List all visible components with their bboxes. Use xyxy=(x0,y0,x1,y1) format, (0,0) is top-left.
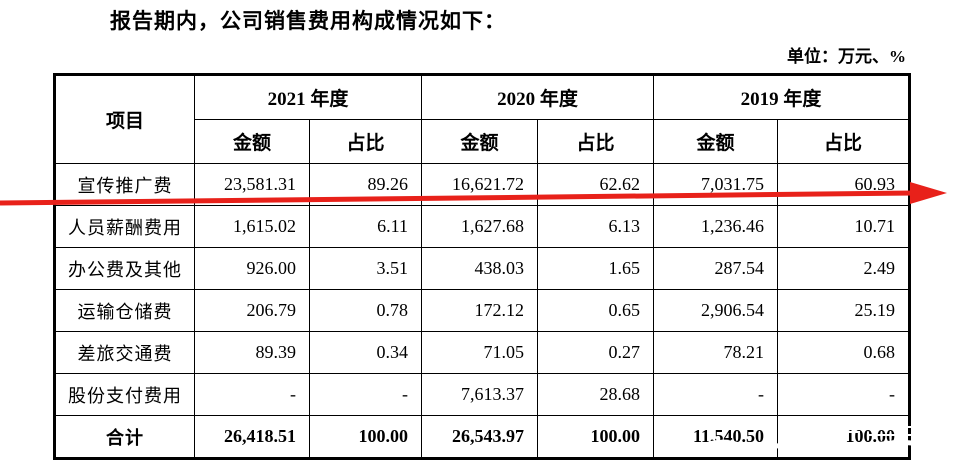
table-cell: 60.93 xyxy=(777,163,911,206)
table-cell: - xyxy=(308,373,423,416)
table-cell: 23,581.31 xyxy=(194,163,310,206)
column-header-amount: 金额 xyxy=(194,119,310,164)
table-cell: 71.05 xyxy=(421,331,539,374)
table-cell: 3.51 xyxy=(308,247,423,290)
table-cell: 287.54 xyxy=(653,247,779,290)
table-cell: 438.03 xyxy=(421,247,539,290)
table-cell: 1.65 xyxy=(537,247,655,290)
table-row: 人员薪酬费用 1,615.02 6.11 1,627.68 6.13 1,236… xyxy=(54,205,911,248)
table-cell: 7,613.37 xyxy=(421,373,539,416)
row-item-label: 差旅交通费 xyxy=(54,331,195,374)
table-cell: 172.12 xyxy=(421,289,539,332)
column-header-ratio: 占比 xyxy=(308,119,423,164)
row-item-label: 人员薪酬费用 xyxy=(54,205,195,248)
unit-label: 单位：万元、% xyxy=(787,47,906,66)
table-cell: 100.00 xyxy=(537,415,655,459)
row-item-label: 股份支付费用 xyxy=(54,373,195,416)
column-header-year-2021: 2021 年度 xyxy=(193,74,423,120)
intro-text: 报告期内，公司销售费用构成情况如下： xyxy=(110,9,506,33)
column-header-amount: 金额 xyxy=(421,119,539,164)
table-cell: 0.34 xyxy=(308,331,423,374)
table-cell: 1,236.46 xyxy=(653,205,779,248)
table-cell: 25.19 xyxy=(777,289,911,332)
column-header-year-2019: 2019 年度 xyxy=(653,74,911,120)
table-cell: 0.78 xyxy=(308,289,423,332)
table-cell: 206.79 xyxy=(194,289,310,332)
table-cell: 2.49 xyxy=(777,247,911,290)
column-header-ratio: 占比 xyxy=(777,119,911,164)
table-cell: 0.68 xyxy=(777,331,911,374)
column-header-ratio: 占比 xyxy=(537,119,655,164)
table-cell: 6.13 xyxy=(537,205,655,248)
table-cell: - xyxy=(777,373,911,416)
table-cell: 89.39 xyxy=(194,331,310,374)
table-cell: 78.21 xyxy=(653,331,779,374)
table-cell: 0.27 xyxy=(537,331,655,374)
table-cell: 100.00 xyxy=(777,415,911,459)
table-cell: 11,540.50 xyxy=(653,415,779,459)
table-cell: 2,906.54 xyxy=(653,289,779,332)
table-cell: 926.00 xyxy=(194,247,310,290)
table-row: 股份支付费用 - - 7,613.37 28.68 - - xyxy=(54,373,911,416)
row-item-label: 办公费及其他 xyxy=(54,247,195,290)
table-cell: 26,543.97 xyxy=(421,415,539,459)
table-cell: 100.00 xyxy=(308,415,423,459)
table-cell: 0.65 xyxy=(537,289,655,332)
row-item-label: 合计 xyxy=(54,415,195,459)
table-header-row-years: 项目 2021 年度 2020 年度 2019 年度 xyxy=(54,74,911,164)
table-row-total: 合计 26,418.51 100.00 26,543.97 100.00 11,… xyxy=(54,415,911,459)
table-cell: 1,627.68 xyxy=(421,205,539,248)
table-cell: 1,615.02 xyxy=(194,205,310,248)
row-item-label: 宣传推广费 xyxy=(54,163,195,206)
sales-expense-table: 项目 2021 年度 2020 年度 2019 年度 金额 占比 金额 占比 金… xyxy=(53,73,912,460)
table-cell: 16,621.72 xyxy=(421,163,539,206)
table-cell: 7,031.75 xyxy=(653,163,779,206)
table-cell: 28.68 xyxy=(537,373,655,416)
table-cell: 62.62 xyxy=(537,163,655,206)
table-cell: 89.26 xyxy=(308,163,423,206)
table-cell: 6.11 xyxy=(308,205,423,248)
table-row: 宣传推广费 23,581.31 89.26 16,621.72 62.62 7,… xyxy=(54,163,911,206)
table-cell: - xyxy=(194,373,310,416)
column-header-amount: 金额 xyxy=(653,119,779,164)
table-header-row-subcolumns: 金额 占比 金额 占比 金额 占比 xyxy=(55,119,911,164)
table-row: 运输仓储费 206.79 0.78 172.12 0.65 2,906.54 2… xyxy=(54,289,911,332)
table-cell: 10.71 xyxy=(777,205,911,248)
table-row: 办公费及其他 926.00 3.51 438.03 1.65 287.54 2.… xyxy=(54,247,911,290)
table-cell: - xyxy=(653,373,779,416)
row-item-label: 运输仓储费 xyxy=(54,289,195,332)
table-cell: 26,418.51 xyxy=(194,415,310,459)
column-header-item: 项目 xyxy=(54,74,195,164)
table-row: 差旅交通费 89.39 0.34 71.05 0.27 78.21 0.68 xyxy=(54,331,911,374)
column-header-year-2020: 2020 年度 xyxy=(421,74,655,120)
